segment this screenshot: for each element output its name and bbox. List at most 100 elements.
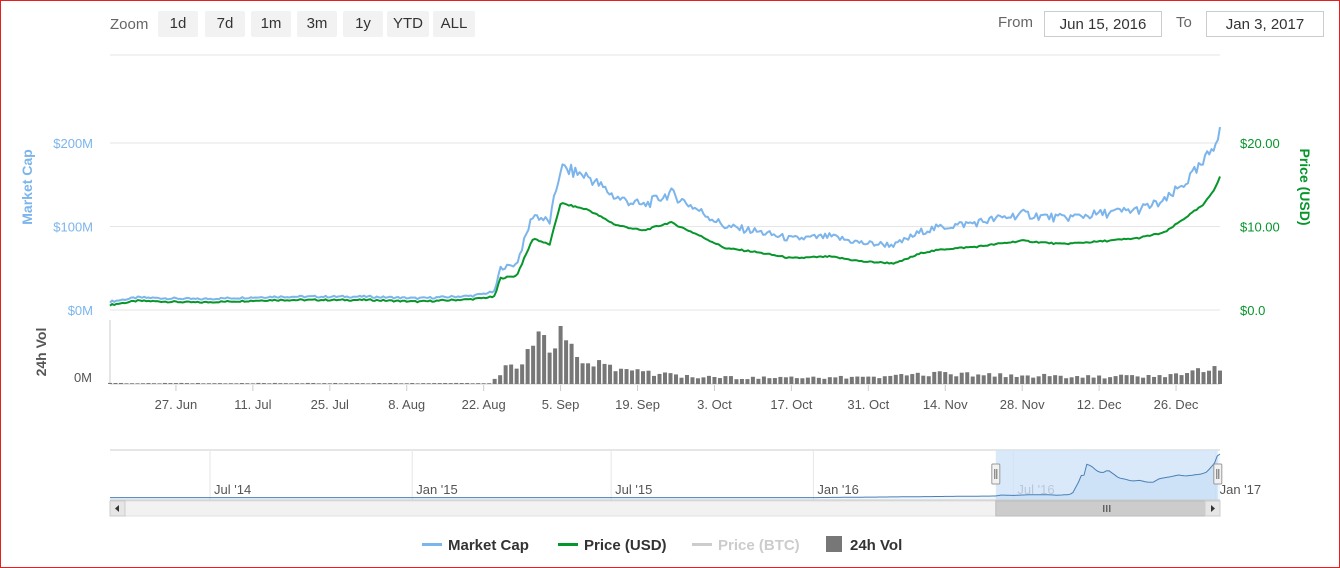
y-right-tick-label: $10.00 xyxy=(1240,220,1280,235)
volume-bar xyxy=(399,383,404,384)
volume-bar xyxy=(377,383,382,384)
volume-bar xyxy=(959,372,964,384)
volume-bar xyxy=(525,349,530,384)
zoom-button-1d[interactable]: 1d xyxy=(158,11,198,37)
volume-bar xyxy=(426,383,431,384)
volume-bar xyxy=(844,378,849,384)
volume-bar xyxy=(1179,375,1184,384)
volume-bar xyxy=(349,383,354,384)
volume-bar xyxy=(597,360,602,384)
volume-bar xyxy=(234,383,239,384)
navigator-series-line xyxy=(110,453,1221,499)
volume-bar xyxy=(904,375,909,384)
volume-bar xyxy=(283,383,288,384)
series-line-market-cap[interactable] xyxy=(109,126,1221,304)
volume-bar xyxy=(1201,372,1206,384)
volume-bar xyxy=(547,352,552,384)
volume-bar xyxy=(223,383,228,384)
x-tick-label: 22. Aug xyxy=(462,397,506,412)
volume-bar xyxy=(393,383,398,384)
legend-item-price-btc[interactable]: Price (BTC) xyxy=(692,536,800,558)
volume-bar xyxy=(690,377,695,384)
volume-bar xyxy=(113,382,118,384)
legend-item-volume[interactable]: 24h Vol xyxy=(826,536,902,558)
volume-bar xyxy=(1058,375,1063,384)
volume-bar xyxy=(344,383,349,384)
zoom-button-7d[interactable]: 7d xyxy=(205,11,245,37)
volume-bar xyxy=(1042,373,1047,384)
arrow-left-icon xyxy=(115,505,119,512)
volume-bar xyxy=(531,345,536,384)
volume-bar xyxy=(1207,370,1212,384)
navigator-tick-label: Jul '14 xyxy=(214,482,251,497)
volume-bar xyxy=(1009,374,1014,384)
volume-bar xyxy=(465,382,470,384)
volume-bar xyxy=(410,383,415,384)
navigator-right-handle[interactable] xyxy=(1213,463,1223,485)
volume-bar xyxy=(476,383,481,384)
volume-bar xyxy=(514,368,519,384)
volume-bar xyxy=(575,356,580,384)
volume-bar xyxy=(778,376,783,384)
volume-bar xyxy=(360,383,365,384)
to-date-input[interactable]: Jan 3, 2017 xyxy=(1206,11,1324,37)
volume-bar xyxy=(553,348,558,384)
y-left-tick-label: $100M xyxy=(53,220,93,235)
x-tick-label: 5. Sep xyxy=(542,397,580,412)
navigator-tick-label: Jan '17 xyxy=(1220,482,1262,497)
volume-bar xyxy=(157,383,162,384)
y-left-tick-label: $200M xyxy=(53,136,93,151)
volume-bar xyxy=(624,369,629,384)
volume-bar xyxy=(1020,375,1025,384)
volume-bar xyxy=(162,382,167,384)
legend-item-price-usd[interactable]: Price (USD) xyxy=(558,536,667,558)
main-plot-area[interactable]: $0M $100M $200M $0.0 $10.00 $20.00 0M 27. Jun 11… xyxy=(53,54,1280,412)
volume-bar xyxy=(586,363,591,384)
from-date-input[interactable]: Jun 15, 2016 xyxy=(1044,11,1162,37)
volume-bar xyxy=(415,383,420,384)
volume-bar xyxy=(723,376,728,384)
legend-item-market-cap[interactable]: Market Cap xyxy=(422,536,529,558)
y-right-tick-label: $20.00 xyxy=(1240,136,1280,151)
volume-bar xyxy=(827,377,832,384)
volume-bar xyxy=(668,373,673,384)
volume-bar xyxy=(1047,376,1052,384)
x-tick-label: 27. Jun xyxy=(155,397,198,412)
zoom-label: Zoom xyxy=(110,16,149,33)
series-line-price-usd[interactable] xyxy=(109,176,1221,307)
volume-bar xyxy=(1157,375,1162,384)
volume-bar xyxy=(684,374,689,384)
navigator-left-handle[interactable] xyxy=(991,463,1001,485)
zoom-button-ytd[interactable]: YTD xyxy=(387,11,429,37)
volume-bar xyxy=(300,383,305,384)
x-tick-label: 3. Oct xyxy=(697,397,732,412)
zoom-button-1m[interactable]: 1m xyxy=(251,11,291,37)
legend: Market Cap Price (USD) Price (BTC) 24h V… xyxy=(0,536,1340,558)
volume-bar xyxy=(108,382,112,384)
volume-bar xyxy=(168,383,173,384)
volume-bar xyxy=(915,372,920,384)
y-axis-right-title: Price (USD) xyxy=(1297,148,1313,225)
volume-bar xyxy=(838,375,843,384)
volume-bar xyxy=(943,372,948,384)
volume-bar xyxy=(987,373,992,384)
volume-bar xyxy=(679,377,684,384)
zoom-button-3m[interactable]: 3m xyxy=(297,11,337,37)
plot-background xyxy=(110,55,1220,318)
volume-bar xyxy=(673,374,678,384)
y-left-tick-label: $0M xyxy=(68,303,93,318)
zoom-button-all[interactable]: ALL xyxy=(433,11,475,37)
volume-bar xyxy=(184,383,189,384)
zoom-button-1y[interactable]: 1y xyxy=(343,11,383,37)
x-tick-label: 26. Dec xyxy=(1154,397,1199,412)
navigator-tick-label: Jul '15 xyxy=(615,482,652,497)
volume-bar xyxy=(1080,377,1085,384)
volume-bar xyxy=(1075,376,1080,384)
volume-bar xyxy=(761,376,766,384)
volume-bar xyxy=(701,377,706,384)
volume-bar xyxy=(294,383,299,384)
volume-bar xyxy=(712,376,717,384)
volume-bar xyxy=(1168,374,1173,384)
volume-bar xyxy=(327,383,332,384)
